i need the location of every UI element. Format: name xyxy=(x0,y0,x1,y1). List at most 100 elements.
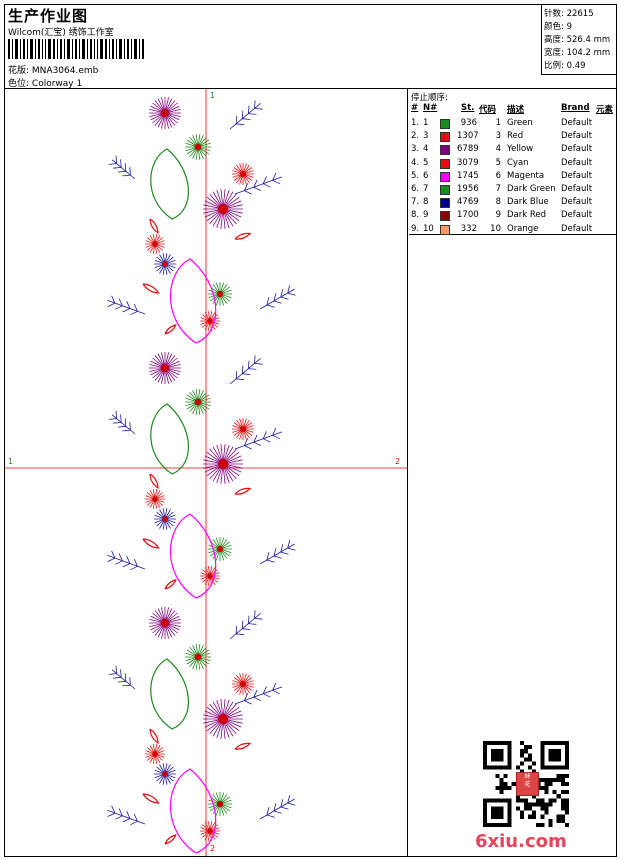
flower-green-center xyxy=(217,801,223,807)
stop-row: 6. 7 1956 7 Dark Green Default xyxy=(409,184,616,197)
vine-sprig xyxy=(108,665,136,690)
qr-module xyxy=(536,822,541,827)
flower-red-center xyxy=(152,496,158,502)
qr-module xyxy=(564,822,569,827)
col-header-desc: 描述 xyxy=(507,105,525,115)
row-stitches: 332 xyxy=(460,223,477,234)
qr-module xyxy=(532,794,537,799)
row-brand: Default xyxy=(561,223,593,234)
sheet-header: 生产作业图 Wilcom(汇宝) 绣饰工作室 花版: MNA3064.emb 色… xyxy=(5,5,616,89)
row-code: 5 xyxy=(495,157,501,168)
flower-red xyxy=(232,673,254,695)
flower-blue-center xyxy=(162,516,168,522)
flower-red-center xyxy=(152,751,158,757)
qr-module xyxy=(523,802,529,807)
leaf-red xyxy=(234,742,252,750)
qr-module xyxy=(544,806,549,811)
embroidery-canvas: 1 2 1 2 xyxy=(5,89,408,856)
flower-purple xyxy=(149,607,181,639)
page-title: 生产作业图 xyxy=(8,7,89,25)
row-index: 3. xyxy=(411,144,420,155)
flower-purple-center xyxy=(161,619,169,627)
production-sheet: 生产作业图 Wilcom(汇宝) 绣饰工作室 花版: MNA3064.emb 色… xyxy=(4,4,617,857)
flower-red xyxy=(232,163,254,185)
color-swatch xyxy=(440,185,450,195)
axis-label-h-right: 2 xyxy=(395,457,401,466)
row-desc: Yellow xyxy=(507,144,534,155)
col-header-element: 元素 xyxy=(596,105,614,115)
qr-module xyxy=(507,741,512,770)
design-file-value: MNA3064.emb xyxy=(31,66,99,76)
qr-module xyxy=(548,781,553,787)
qr-module xyxy=(560,777,565,782)
qr-module xyxy=(556,777,561,782)
stop-sequence: 停止顺序: # N# St. 代码 描述 Brand 元素 1. 1 936 1 Gre… xyxy=(409,89,616,235)
qr-module xyxy=(503,781,508,787)
qr-module xyxy=(540,806,545,811)
color-swatch xyxy=(440,211,450,222)
row-stitches: 6789 xyxy=(457,144,479,155)
seal-stamp: 絲花 xyxy=(516,772,539,796)
row-code: 1 xyxy=(495,118,501,128)
qr-module xyxy=(536,802,541,807)
row-desc: Orange xyxy=(507,223,539,234)
qr-module xyxy=(564,802,569,807)
flower-purple-center xyxy=(161,109,169,117)
leaf-red xyxy=(234,487,252,495)
stat-stitches-label: 针数: xyxy=(544,9,564,19)
color-swatch xyxy=(440,224,450,235)
qr-module xyxy=(491,806,504,819)
row-code: 3 xyxy=(495,131,501,142)
vine-sprig xyxy=(229,100,263,130)
flower-green xyxy=(185,644,211,670)
leaf-red xyxy=(234,232,252,240)
flower-purple-large xyxy=(203,699,243,739)
qr-module xyxy=(483,741,488,770)
leaf-red xyxy=(164,324,177,335)
color-swatch xyxy=(440,132,450,143)
stat-width-value: 104.2 mm xyxy=(566,48,611,58)
paisley-magenta xyxy=(170,258,217,344)
flower-purple xyxy=(149,352,181,384)
qr-module xyxy=(552,777,557,782)
color-swatch xyxy=(440,158,450,169)
vine-sprig xyxy=(234,172,283,195)
stop-row: 1. 1 936 1 Green Default xyxy=(409,118,616,131)
qr-module xyxy=(503,773,508,778)
stat-stitches-value: 22615 xyxy=(566,9,594,19)
paisley-magenta xyxy=(170,513,217,599)
qr-module xyxy=(564,798,569,803)
qr-module xyxy=(548,802,553,807)
qr-module xyxy=(499,786,504,791)
leaf-red xyxy=(149,218,159,235)
vine-sprig xyxy=(107,550,146,571)
stats-box: 针数: 22615 颜色: 9 高度: 526.4 mm 宽度: 104.2 m… xyxy=(541,5,616,75)
flower-red-center xyxy=(240,171,246,177)
stat-colors-label: 颜色: xyxy=(544,22,564,32)
qr-module xyxy=(540,822,545,827)
row-brand: Default xyxy=(561,157,593,168)
stop-row: 7. 8 4769 8 Dark Blue Default xyxy=(409,197,616,210)
vine-sprig xyxy=(108,155,136,180)
vine-sprig xyxy=(234,682,283,705)
qr-module xyxy=(544,810,549,815)
qr-module xyxy=(532,814,537,819)
qr-module xyxy=(523,757,529,762)
qr-module xyxy=(560,790,565,795)
qr-module xyxy=(548,749,561,762)
vine-sprig xyxy=(259,540,296,565)
qr-module xyxy=(540,814,545,819)
qr-module xyxy=(483,798,512,803)
paisley-green xyxy=(150,403,189,475)
flower-blue xyxy=(154,253,176,275)
qr-module xyxy=(548,777,553,782)
row-desc: Green xyxy=(507,118,533,128)
flower-blue-center xyxy=(162,771,168,777)
col-header-stitches: St. xyxy=(461,103,475,113)
colorway: 色位: Colorway 1 xyxy=(8,76,82,89)
qr-module xyxy=(519,741,524,746)
row-index: 4. xyxy=(411,157,420,168)
axis-label-v-bottom: 2 xyxy=(210,844,216,853)
qr-module xyxy=(499,790,504,795)
flower-red-center xyxy=(240,426,246,432)
